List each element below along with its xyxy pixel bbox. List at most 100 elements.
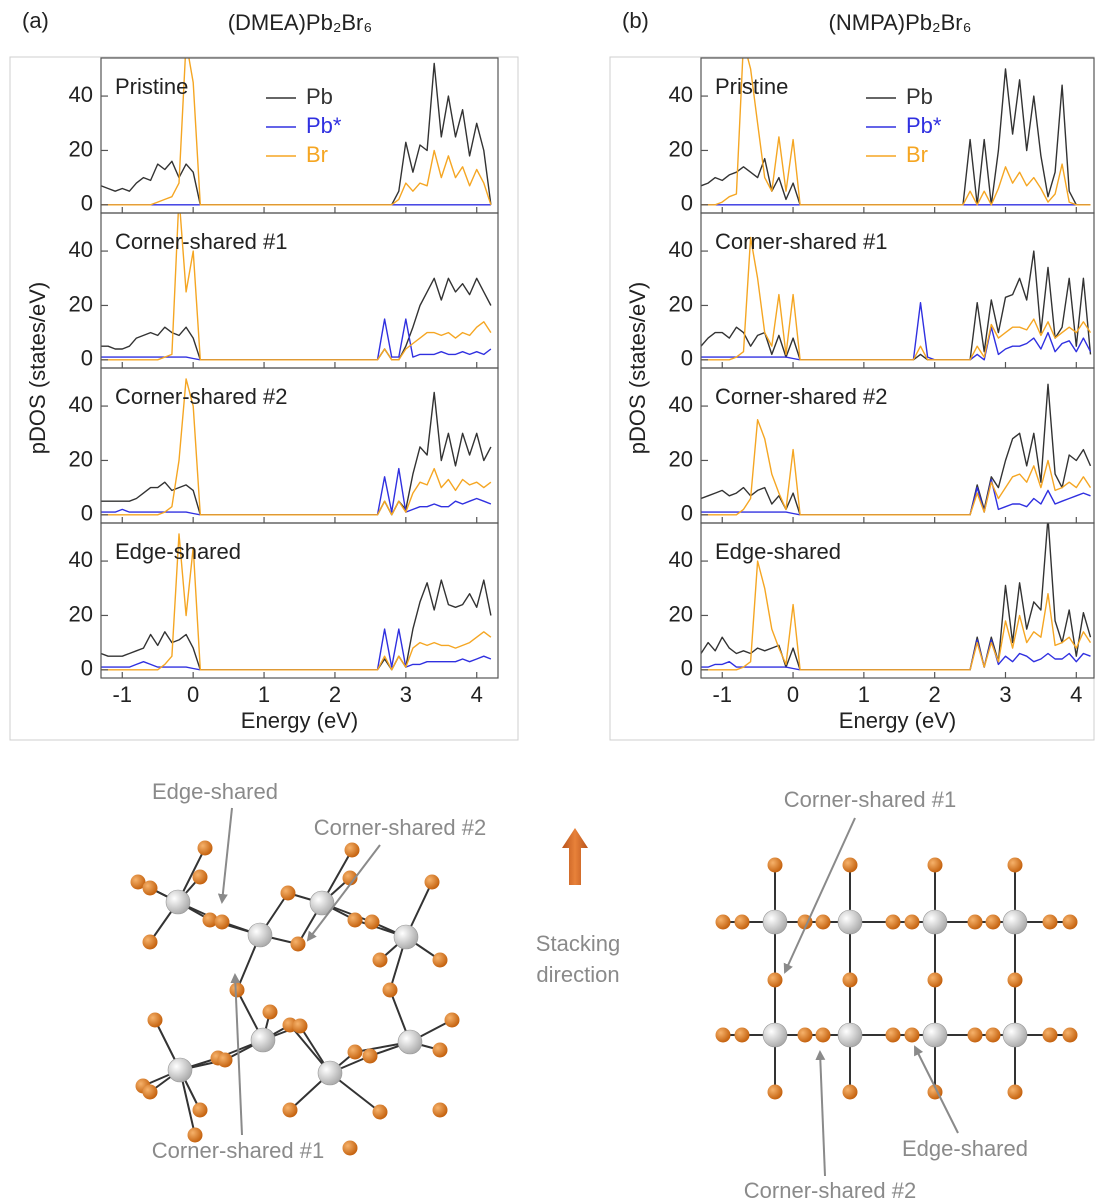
structure-label: Corner-shared #2 <box>744 1178 916 1203</box>
pb-atom <box>1002 1022 1028 1048</box>
br-atom <box>842 972 858 988</box>
br-atom <box>142 880 158 896</box>
br-atom <box>734 914 750 930</box>
panel-subtitle: Edge-shared <box>115 539 241 564</box>
series-line <box>101 533 492 671</box>
br-atom <box>815 1027 831 1043</box>
axes-box <box>700 522 1095 679</box>
br-atom <box>734 1027 750 1043</box>
x-tick-label: 4 <box>1070 682 1082 707</box>
y-tick-label: 0 <box>681 191 693 216</box>
legend-label: Br <box>906 142 928 167</box>
series-line <box>701 560 1092 671</box>
pb-atom <box>397 1029 423 1055</box>
br-atom <box>214 914 230 930</box>
pb-atom <box>837 1022 863 1048</box>
series-line <box>101 213 492 361</box>
x-tick-label: 0 <box>787 682 799 707</box>
br-atom <box>797 1027 813 1043</box>
y-tick-label: 40 <box>669 237 693 262</box>
series-line <box>101 579 492 671</box>
br-atom <box>382 982 398 998</box>
y-tick-label: 0 <box>681 346 693 371</box>
br-atom <box>282 1102 298 1118</box>
br-atom <box>815 914 831 930</box>
arrow <box>914 1045 959 1134</box>
y-tick-label: 20 <box>669 136 693 161</box>
y-tick-label: 20 <box>69 446 93 471</box>
x-tick-label: 4 <box>471 682 483 707</box>
arrow <box>815 1050 826 1177</box>
br-atom <box>262 1004 278 1020</box>
br-atom <box>1042 914 1058 930</box>
arrow <box>306 844 381 942</box>
br-atom <box>715 914 731 930</box>
structure-label: Corner-shared #1 <box>152 1138 324 1163</box>
plot-area <box>701 58 1091 206</box>
panel-subtitle: Pristine <box>115 74 188 99</box>
y-tick-label: 0 <box>81 501 93 526</box>
br-atom <box>904 1027 920 1043</box>
x-tick-label: 1 <box>858 682 870 707</box>
series-line <box>101 391 492 516</box>
br-atom <box>290 936 306 952</box>
y-tick-label: 0 <box>81 191 93 216</box>
plot-area <box>701 383 1092 516</box>
plot-area <box>101 213 492 361</box>
pb-atom <box>837 909 863 935</box>
y-tick-label: 40 <box>669 547 693 572</box>
br-atom <box>1062 914 1078 930</box>
structure-label: Edge-shared <box>152 779 278 804</box>
pb-atom <box>309 890 335 916</box>
br-atom <box>432 952 448 968</box>
plot-area <box>701 236 1092 361</box>
panel-subtitle: Corner-shared #1 <box>715 229 887 254</box>
x-tick-label: 2 <box>929 682 941 707</box>
br-atom <box>1007 857 1023 873</box>
y-tick-label: 40 <box>69 82 93 107</box>
y-tick-label: 20 <box>69 291 93 316</box>
br-atom <box>364 914 380 930</box>
panel-subtitle: Pristine <box>715 74 788 99</box>
pb-atom <box>762 1022 788 1048</box>
pb-atom <box>317 1060 343 1086</box>
pb-atom <box>247 922 273 948</box>
legend-label: Pb* <box>906 113 942 138</box>
series-line <box>101 277 492 361</box>
br-atom <box>842 1084 858 1100</box>
legend-label: Br <box>306 142 328 167</box>
x-tick-label: 3 <box>400 682 412 707</box>
br-atom <box>372 1104 388 1120</box>
series-line <box>701 250 1092 361</box>
y-axis-label: pDOS (states/eV) <box>625 282 650 454</box>
pb-atom <box>922 909 948 935</box>
x-tick-label: -1 <box>712 682 732 707</box>
br-atom <box>767 857 783 873</box>
br-atom <box>192 869 208 885</box>
br-atom <box>229 982 245 998</box>
br-atom <box>715 1027 731 1043</box>
br-atom <box>372 952 388 968</box>
axes-box <box>100 522 499 679</box>
pb-atom <box>167 1057 193 1083</box>
legend-label: Pb* <box>306 113 342 138</box>
plot-area <box>101 533 492 671</box>
arrow <box>230 973 243 1136</box>
y-tick-label: 40 <box>669 82 693 107</box>
pb-atom <box>393 924 419 950</box>
series-line <box>701 236 1092 361</box>
structures <box>130 840 1078 1156</box>
pb-atom <box>250 1027 276 1053</box>
pb-atom <box>762 909 788 935</box>
series-line <box>101 318 492 361</box>
br-atom <box>1042 1027 1058 1043</box>
series-line <box>701 478 1091 516</box>
br-atom <box>147 1012 163 1028</box>
x-tick-label: -1 <box>112 682 132 707</box>
series-line <box>701 58 1091 206</box>
y-tick-label: 20 <box>69 136 93 161</box>
br-atom <box>885 1027 901 1043</box>
br-atom <box>142 934 158 950</box>
series-line <box>701 302 1092 361</box>
